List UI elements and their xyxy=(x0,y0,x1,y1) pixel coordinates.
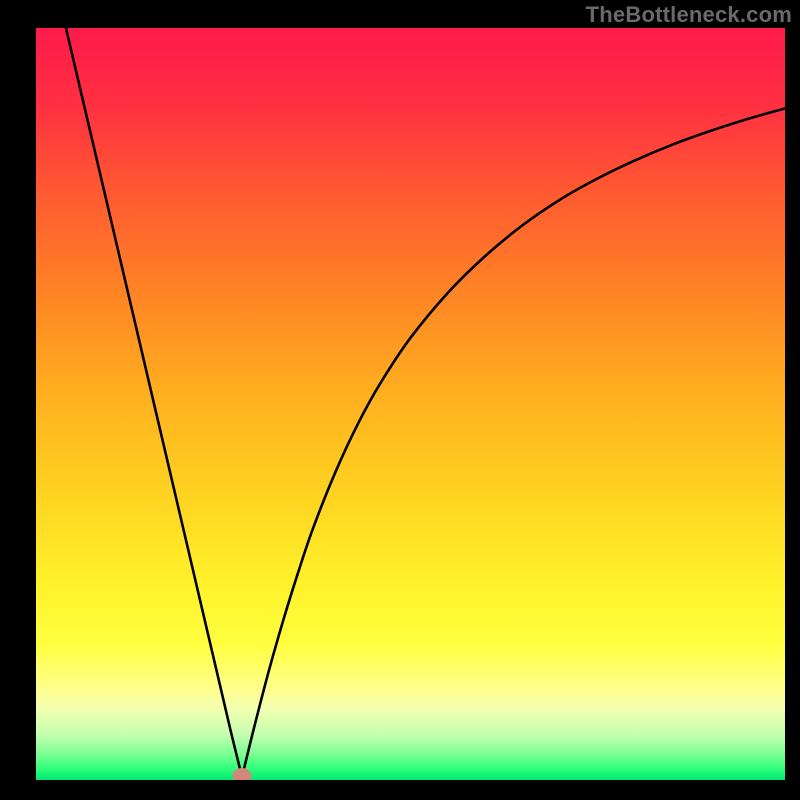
bottleneck-chart xyxy=(36,28,785,780)
attribution-text: TheBottleneck.com xyxy=(586,2,792,28)
gradient-background xyxy=(36,28,785,780)
chart-frame: TheBottleneck.com xyxy=(0,0,800,800)
optimum-marker xyxy=(233,768,251,780)
